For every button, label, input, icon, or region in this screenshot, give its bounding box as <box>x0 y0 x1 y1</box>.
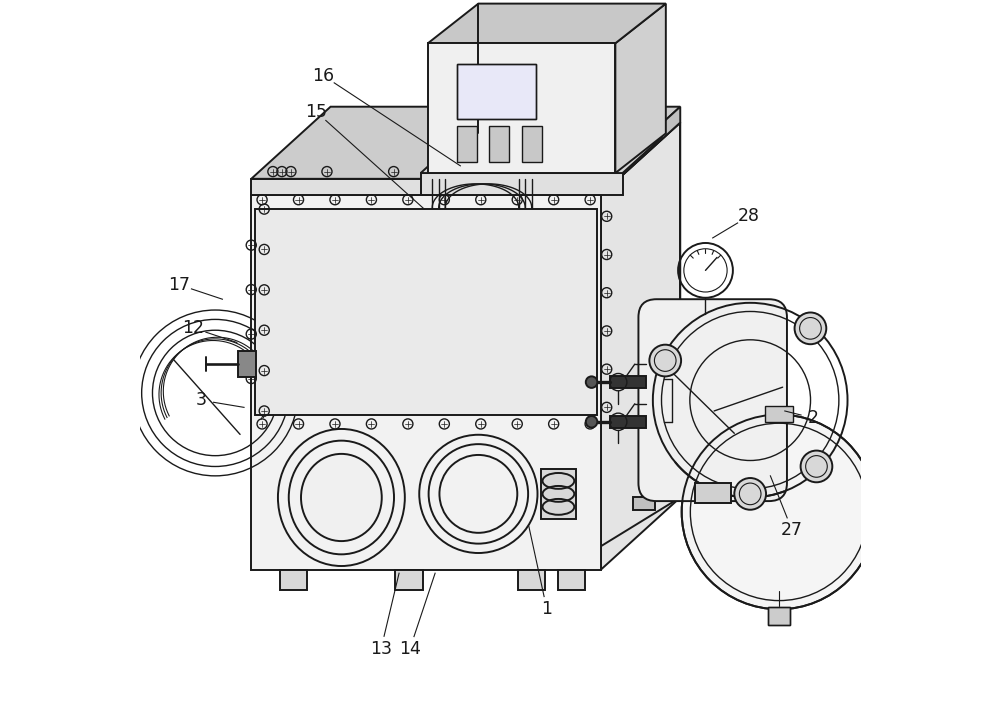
Circle shape <box>801 451 832 482</box>
Bar <box>522 126 542 162</box>
Polygon shape <box>251 123 680 195</box>
Circle shape <box>682 415 876 609</box>
Circle shape <box>795 312 826 344</box>
Bar <box>610 416 646 428</box>
Polygon shape <box>615 4 666 173</box>
Text: 2: 2 <box>808 410 819 427</box>
Circle shape <box>734 478 766 510</box>
Bar <box>489 126 509 162</box>
Text: 28: 28 <box>738 208 760 225</box>
Bar <box>395 570 423 590</box>
FancyBboxPatch shape <box>638 299 787 501</box>
Bar <box>457 64 536 118</box>
Bar <box>255 209 597 415</box>
Circle shape <box>649 345 681 376</box>
Bar <box>633 497 655 510</box>
Bar <box>457 64 536 118</box>
Bar <box>238 351 256 377</box>
Polygon shape <box>601 123 680 570</box>
Text: 15: 15 <box>305 103 327 120</box>
Bar <box>610 376 646 388</box>
Polygon shape <box>421 137 662 173</box>
Bar <box>345 497 367 510</box>
Bar <box>280 570 307 590</box>
Bar <box>765 406 793 422</box>
Text: 14: 14 <box>399 640 421 658</box>
Bar <box>251 195 601 570</box>
Bar <box>428 43 615 173</box>
Polygon shape <box>428 4 666 43</box>
Circle shape <box>586 376 597 388</box>
Text: 27: 27 <box>781 521 803 539</box>
Polygon shape <box>601 107 680 195</box>
Bar <box>421 173 623 195</box>
Text: 16: 16 <box>312 67 334 84</box>
Text: 13: 13 <box>370 640 392 658</box>
Ellipse shape <box>301 454 382 541</box>
Text: 1: 1 <box>541 601 552 618</box>
Bar <box>558 570 585 590</box>
Bar <box>518 570 545 590</box>
Bar <box>541 469 576 519</box>
Circle shape <box>586 416 597 428</box>
Bar <box>695 483 731 503</box>
Bar <box>457 126 477 162</box>
Text: 17: 17 <box>168 276 190 293</box>
Bar <box>768 607 790 625</box>
Text: 3: 3 <box>195 392 206 409</box>
Polygon shape <box>251 107 680 179</box>
Bar <box>251 179 601 195</box>
Text: 12: 12 <box>183 319 205 337</box>
Bar <box>768 607 790 625</box>
